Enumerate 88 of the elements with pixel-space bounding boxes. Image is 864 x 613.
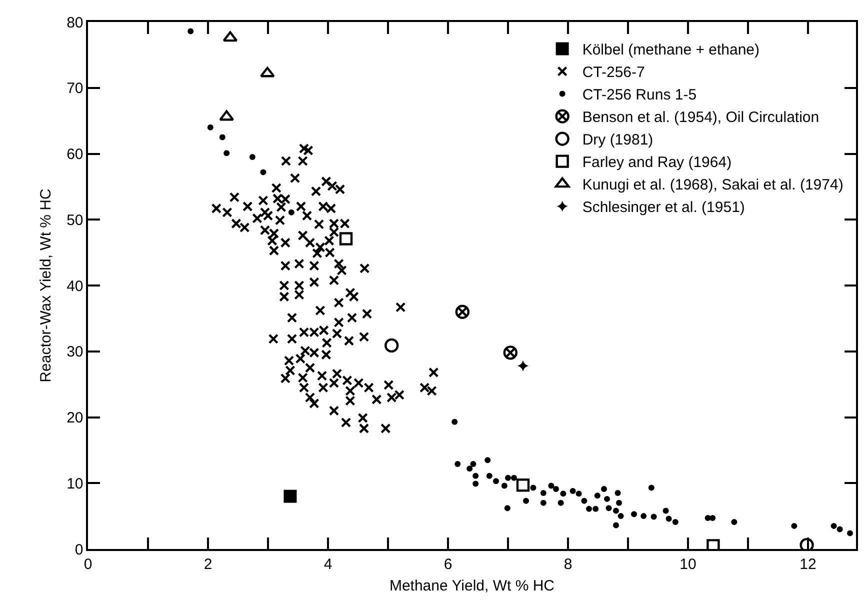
legend-label: Dry (1981) bbox=[582, 132, 654, 149]
point bbox=[222, 31, 238, 42]
point bbox=[466, 466, 473, 472]
point bbox=[484, 457, 491, 464]
y-tick-label: 40 bbox=[66, 278, 84, 295]
y-axis-title: Reactor-Wax Yield, Wt % HC bbox=[37, 188, 54, 382]
point bbox=[601, 486, 607, 492]
point bbox=[592, 506, 599, 512]
x-tick-label: 2 bbox=[204, 556, 212, 573]
point bbox=[618, 513, 624, 520]
point bbox=[505, 474, 511, 481]
point bbox=[454, 461, 461, 468]
point bbox=[472, 472, 479, 479]
y-tick-label: 50 bbox=[66, 212, 84, 229]
point bbox=[540, 490, 546, 496]
point bbox=[452, 418, 458, 425]
point bbox=[517, 360, 529, 372]
point bbox=[493, 478, 499, 484]
legend-label: CT-256 Runs 1-5 bbox=[582, 86, 697, 104]
point bbox=[586, 506, 592, 512]
point bbox=[260, 66, 275, 78]
point bbox=[553, 486, 559, 492]
point bbox=[791, 522, 798, 529]
point bbox=[847, 530, 853, 536]
point bbox=[207, 124, 214, 130]
point bbox=[672, 518, 678, 525]
point bbox=[523, 498, 529, 504]
legend-label: CT-256-7 bbox=[582, 64, 645, 82]
x-tick-label: 6 bbox=[444, 556, 452, 573]
point bbox=[616, 500, 622, 506]
point bbox=[558, 500, 564, 506]
legend-label: Farley and Ray (1964) bbox=[582, 154, 732, 172]
point bbox=[570, 488, 576, 494]
point bbox=[581, 498, 588, 504]
y-tick-label: 20 bbox=[66, 410, 84, 426]
x-tick-label: 8 bbox=[564, 556, 572, 573]
y-tick-label: 80 bbox=[66, 14, 84, 32]
point bbox=[560, 490, 566, 497]
point bbox=[219, 134, 226, 140]
point bbox=[594, 492, 600, 499]
point bbox=[339, 232, 353, 246]
y-tick-label: 60 bbox=[66, 146, 84, 163]
legend-label: Kunugi et al. (1968), Sakai et al. (1974) bbox=[582, 176, 844, 194]
point bbox=[613, 508, 619, 514]
point bbox=[650, 514, 657, 520]
point bbox=[648, 484, 654, 491]
point bbox=[830, 522, 837, 529]
y-tick-label: 30 bbox=[66, 344, 84, 361]
point bbox=[501, 482, 508, 489]
point bbox=[662, 508, 669, 514]
y-tick-label: 10 bbox=[66, 475, 84, 492]
point bbox=[548, 482, 554, 489]
point bbox=[614, 490, 621, 496]
point bbox=[631, 511, 637, 518]
point bbox=[710, 515, 716, 522]
point bbox=[836, 526, 843, 532]
point bbox=[606, 505, 612, 512]
point bbox=[384, 338, 399, 353]
legend-label: Kölbel (methane + ethane) bbox=[582, 42, 760, 59]
point bbox=[260, 169, 266, 176]
legend-label: Benson et al. (1954), Oil Circulation bbox=[582, 109, 820, 126]
legend-label: Schlesinger et al. (1951) bbox=[582, 199, 745, 216]
point bbox=[470, 461, 476, 468]
x-tick-label: 10 bbox=[680, 556, 696, 573]
point bbox=[472, 480, 479, 487]
x-tick-label: 12 bbox=[800, 556, 816, 573]
point bbox=[219, 110, 234, 121]
point bbox=[288, 209, 294, 216]
point bbox=[666, 516, 672, 522]
point bbox=[511, 474, 517, 481]
y-tick-label: 0 bbox=[74, 541, 84, 558]
point bbox=[640, 513, 647, 520]
point bbox=[516, 478, 530, 492]
point bbox=[486, 472, 492, 479]
point bbox=[284, 490, 297, 503]
point bbox=[188, 28, 194, 34]
point bbox=[613, 522, 619, 528]
x-tick-label: 4 bbox=[324, 556, 332, 573]
point bbox=[224, 150, 230, 156]
point bbox=[530, 484, 536, 491]
x-axis-title: Methane Yield, Wt % HC bbox=[389, 577, 555, 594]
point bbox=[731, 518, 738, 525]
point bbox=[249, 154, 256, 160]
point bbox=[540, 500, 546, 506]
point bbox=[504, 505, 510, 512]
point bbox=[576, 490, 582, 497]
point bbox=[604, 496, 610, 502]
y-tick-label: 70 bbox=[66, 80, 84, 98]
